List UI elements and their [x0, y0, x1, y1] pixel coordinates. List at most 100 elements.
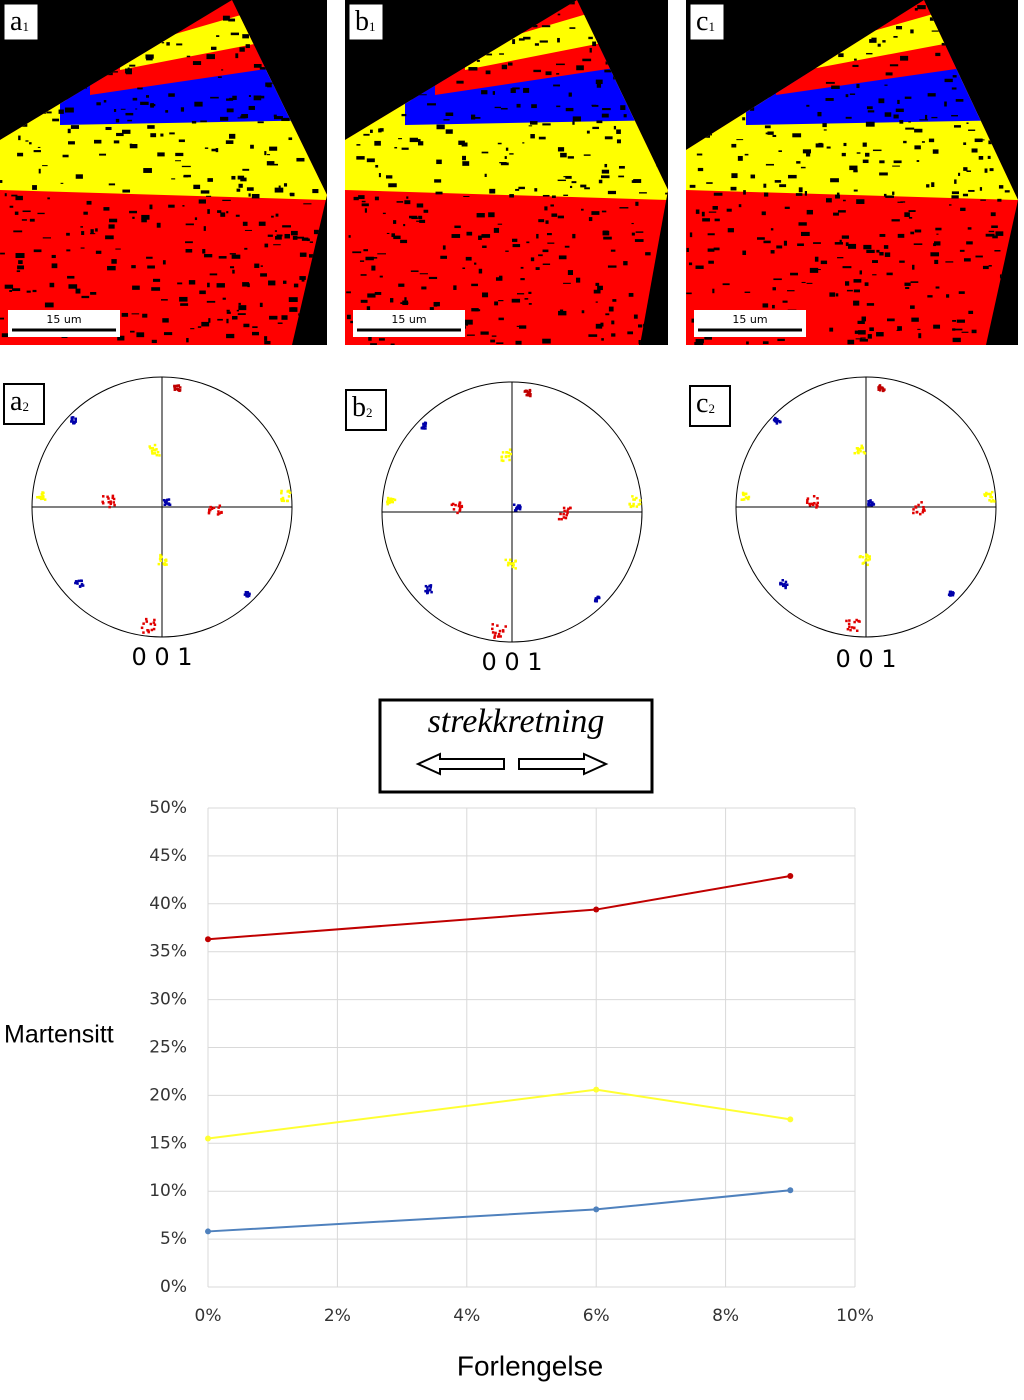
pole-spot: [429, 584, 433, 587]
speckle: [482, 245, 487, 249]
pole-spot: [780, 582, 784, 586]
speckle: [856, 199, 865, 204]
pole-spot: [424, 589, 427, 593]
speckle: [557, 84, 560, 87]
pole-spot: [848, 619, 851, 622]
speckle: [903, 140, 907, 144]
speckle: [398, 283, 405, 287]
pole-spot: [210, 507, 214, 510]
pole-spot: [507, 561, 510, 565]
speckle: [544, 206, 548, 211]
speckle: [400, 239, 408, 244]
label-letter: a: [10, 6, 23, 37]
speckle: [795, 193, 803, 196]
pole-spot: [74, 420, 77, 423]
speckle: [523, 36, 531, 40]
speckle: [914, 145, 921, 150]
speckle: [207, 209, 210, 214]
speckle: [232, 269, 235, 274]
pole-spot: [860, 444, 864, 448]
pole-spot: [508, 558, 512, 562]
pole-spot: [209, 508, 212, 512]
pole-spot: [101, 495, 105, 498]
pole-spot: [451, 502, 455, 506]
speckle: [611, 320, 615, 325]
speckle: [207, 282, 210, 288]
pole-spot: [518, 507, 522, 511]
speckle: [944, 101, 947, 107]
speckle: [146, 57, 153, 61]
pole-spot: [990, 496, 994, 499]
pole-spot: [217, 510, 220, 513]
speckle: [390, 343, 395, 345]
speckle: [132, 216, 135, 219]
speckle: [367, 293, 376, 298]
speckle: [410, 270, 419, 272]
pole-spot: [504, 558, 508, 562]
speckle: [368, 336, 372, 341]
speckle: [409, 137, 418, 143]
speckle: [466, 231, 473, 236]
speckle: [935, 227, 942, 231]
speckle: [258, 221, 266, 226]
pole-spot: [150, 449, 154, 453]
speckle: [253, 63, 262, 68]
pole-spot: [993, 500, 996, 503]
speckle: [968, 310, 974, 314]
speckle: [208, 318, 211, 323]
speckle: [935, 286, 940, 289]
speckle: [931, 182, 935, 188]
pole-spot: [75, 580, 78, 583]
speckle: [129, 64, 136, 67]
speckle: [509, 194, 514, 198]
speckle: [744, 153, 749, 156]
pole-spot: [178, 386, 182, 389]
speckle: [166, 42, 170, 46]
speckle: [772, 304, 775, 309]
speckle: [498, 300, 504, 302]
speckle: [176, 43, 183, 46]
speckle: [451, 234, 461, 238]
speckle: [714, 218, 720, 222]
speckle: [0, 317, 5, 320]
speckle: [251, 331, 259, 336]
pole-spot: [43, 498, 47, 501]
speckle: [299, 276, 306, 280]
speckle: [597, 285, 603, 291]
speckle: [522, 142, 525, 144]
speckle: [567, 270, 574, 276]
speckle: [471, 283, 478, 287]
speckle: [175, 160, 182, 162]
pole-spot: [517, 506, 520, 510]
speckle: [466, 334, 475, 336]
speckle: [567, 156, 574, 159]
pole-spot: [867, 500, 870, 503]
speckle: [524, 298, 529, 300]
speckle: [595, 282, 600, 286]
speckle: [963, 142, 967, 145]
speckle: [270, 163, 279, 166]
speckle: [516, 103, 521, 108]
pole-spot: [218, 512, 221, 515]
speckle: [631, 222, 634, 225]
pole-spot: [391, 497, 395, 501]
pole-spot: [424, 424, 427, 428]
speckle: [141, 214, 150, 220]
label-sub: 1: [369, 19, 376, 34]
pole-spot: [508, 458, 511, 462]
speckle: [129, 210, 137, 214]
speckle: [396, 201, 404, 203]
speckle: [697, 167, 704, 172]
speckle: [495, 277, 503, 281]
speckle: [292, 235, 298, 240]
speckle: [987, 155, 991, 159]
speckle: [361, 200, 366, 203]
speckle: [958, 172, 961, 176]
speckle: [856, 152, 861, 154]
speckle: [168, 204, 175, 208]
pole-spot: [430, 590, 433, 594]
speckle: [378, 338, 385, 341]
speckle: [557, 147, 565, 152]
speckle: [743, 190, 746, 195]
